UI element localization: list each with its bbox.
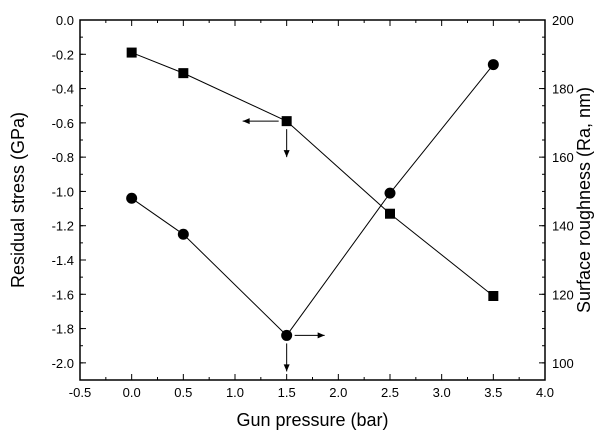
circle-data-point bbox=[126, 193, 137, 204]
circle-data-point bbox=[178, 229, 189, 240]
square-data-point bbox=[178, 68, 188, 78]
arrow-head bbox=[243, 118, 250, 124]
y-left-tick-label: -2.0 bbox=[52, 356, 74, 371]
y-left-tick-label: -1.6 bbox=[52, 287, 74, 302]
square-data-point bbox=[282, 116, 292, 126]
y-right-tick-label: 140 bbox=[552, 219, 574, 234]
y-right-tick-label: 160 bbox=[552, 150, 574, 165]
arrow-head bbox=[318, 332, 325, 338]
x-tick-label: 2.0 bbox=[329, 385, 347, 400]
x-tick-label: 3.0 bbox=[433, 385, 451, 400]
y-right-tick-label: 180 bbox=[552, 82, 574, 97]
x-tick-label: 1.0 bbox=[226, 385, 244, 400]
x-tick-label: 2.5 bbox=[381, 385, 399, 400]
square-data-point bbox=[385, 209, 395, 219]
circle-data-point bbox=[488, 59, 499, 70]
y-left-tick-label: 0.0 bbox=[56, 13, 74, 28]
circle-data-point bbox=[385, 188, 396, 199]
x-tick-label: 0.5 bbox=[174, 385, 192, 400]
x-tick-label: 4.0 bbox=[536, 385, 554, 400]
y-left-tick-label: -1.0 bbox=[52, 184, 74, 199]
y-left-tick-label: -0.2 bbox=[52, 47, 74, 62]
y-right-tick-label: 100 bbox=[552, 356, 574, 371]
x-axis-title: Gun pressure (bar) bbox=[236, 410, 388, 430]
y-axis-right-title: Surface roughness (Ra, nm) bbox=[574, 87, 594, 313]
x-tick-label: -0.5 bbox=[69, 385, 91, 400]
y-left-tick-label: -0.6 bbox=[52, 116, 74, 131]
square-data-point bbox=[488, 291, 498, 301]
series-markers bbox=[126, 48, 499, 341]
x-tick-label: 0.0 bbox=[123, 385, 141, 400]
arrow-head bbox=[284, 364, 290, 371]
series-lines bbox=[132, 53, 494, 336]
x-tick-label: 1.5 bbox=[278, 385, 296, 400]
square-data-point bbox=[127, 48, 137, 58]
y-right-tick-label: 120 bbox=[552, 287, 574, 302]
y-left-tick-label: -1.2 bbox=[52, 219, 74, 234]
y-left-tick-label: -1.8 bbox=[52, 322, 74, 337]
arrow-head bbox=[284, 150, 290, 157]
circle-data-point bbox=[281, 330, 292, 341]
y-left-tick-label: -1.4 bbox=[52, 253, 74, 268]
axis-ticks: -0.5 0.0 0.5 1.0 1.5 2.0 2.5 3.0 3.5 4.0 0.0 -0.2 -0… bbox=[52, 13, 574, 400]
circle-series-line bbox=[132, 65, 494, 336]
plot-area-frame bbox=[80, 20, 545, 380]
y-axis-left-title: Residual stress (GPa) bbox=[8, 112, 28, 288]
square-series-line bbox=[132, 53, 494, 296]
x-tick-label: 3.5 bbox=[484, 385, 502, 400]
y-left-tick-label: -0.8 bbox=[52, 150, 74, 165]
y-right-tick-label: 200 bbox=[552, 13, 574, 28]
y-left-tick-label: -0.4 bbox=[52, 82, 74, 97]
